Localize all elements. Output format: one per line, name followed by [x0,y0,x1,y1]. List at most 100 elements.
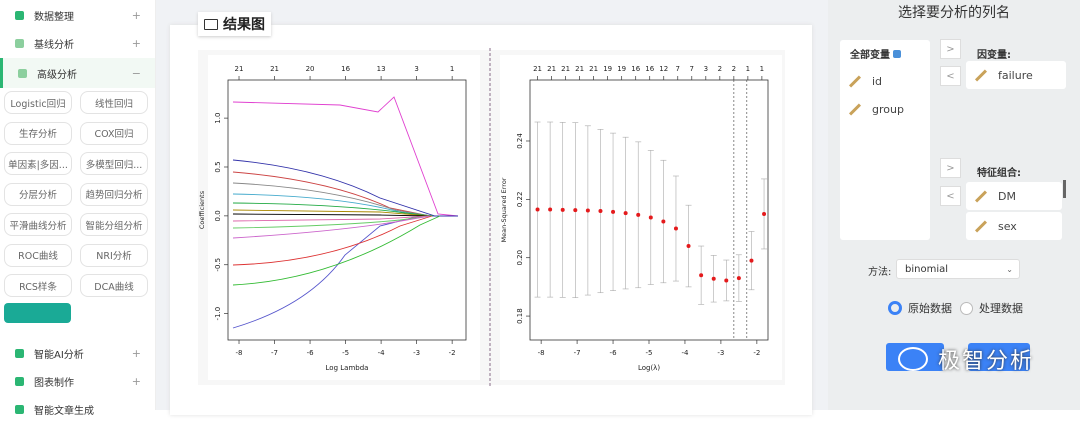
move-right[interactable]: > [940,158,961,178]
menu-item[interactable]: 基线分析 + [0,28,155,58]
analysis-button[interactable]: COX回归 [80,121,148,145]
top-tick-label: 19 [603,65,612,73]
top-tick-label: 21 [547,65,556,73]
analysis-button[interactable]: RCS样条 [4,274,72,297]
radio-option[interactable]: 处理数据 [960,300,1023,316]
var-name: failure [998,68,1033,82]
analysis-button[interactable]: 平滑曲线分析 [4,213,72,236]
cv-point [573,208,578,213]
menu-item[interactable]: 数据整理 + [0,0,155,30]
method-select[interactable]: binomial ⌄ [896,259,1020,279]
menu-label: 图表制作 [34,377,74,389]
move-left[interactable]: < [940,66,961,86]
top-tick-label: 21 [575,65,584,73]
move-right[interactable]: > [940,39,961,59]
var-name: id [872,74,883,88]
analysis-button[interactable]: 多模型回归... [80,152,148,175]
radio-checked [888,301,902,315]
pencil-icon [974,189,988,203]
analysis-button[interactable]: 线性回归 [80,91,148,114]
lasso-path [232,182,431,217]
y-axis-label: Coefficients [198,190,206,229]
menu-item[interactable]: 高级分析 − [0,58,155,88]
cv-point [535,207,540,212]
x-tick-label: -6 [307,349,315,357]
analysis-button[interactable]: NRI分析 [80,243,148,267]
var-item[interactable]: sex [966,212,1062,240]
y-tick-label: 0.0 [214,210,222,221]
menu-icon [15,10,24,20]
cv-point [598,209,603,214]
radio-label: 处理数据 [979,302,1023,315]
y-tick-label: 1.0 [214,113,222,124]
scrollbar [1063,180,1066,198]
lasso-path [232,193,433,217]
x-axis-label: Log(λ) [638,364,660,372]
cv-point [699,273,704,278]
menu-label: 高级分析 [37,69,77,81]
lasso-path [232,209,431,217]
analysis-button[interactable]: DCA曲线 [80,274,148,297]
cv-point [585,208,590,213]
analysis-button[interactable]: 智能分组分析 [80,213,148,236]
method-label: 方法: [868,267,892,278]
watermark-text: 极智分析 [938,349,1035,374]
features-header: 特征组合: [977,168,1021,179]
lasso-path [232,215,433,266]
image-icon [204,18,218,30]
var-name: group [872,102,904,116]
top-tick-label: 21 [270,65,279,73]
analysis-button[interactable]: Logistic回归 [4,91,72,114]
menu-label: 基线分析 [34,39,74,51]
top-tick-label: 20 [306,65,315,73]
x-tick-label: -7 [271,349,278,357]
top-tick-label: 12 [659,65,668,73]
menu-toggle: − [131,66,141,80]
cv-point [636,212,641,217]
var-item[interactable]: failure [966,61,1066,89]
cv-point [749,258,754,263]
radio-unchecked [960,301,973,315]
var-item[interactable]: DM [966,182,1062,210]
sidebar: 数据整理 + 基线分析 + 高级分析 − Logistic回归 线性回归 生存分析 COX回归 单因… [0,0,156,417]
top-tick-label: 16 [645,65,654,73]
top-tick-label: 21 [561,65,570,73]
cv-point [686,244,691,249]
radio-label: 原始数据 [908,302,952,315]
lasso-path [232,202,434,217]
radio-option[interactable]: 原始数据 [888,300,952,316]
move-left[interactable]: < [940,186,961,206]
menu-item[interactable]: 智能AI分析 + [0,338,155,368]
y-tick-label: 0.5 [214,161,222,172]
top-tick-label: 1 [746,65,750,73]
menu-toggle: + [131,374,141,388]
analysis-button[interactable]: 趋势回归分析 [80,182,148,206]
x-tick-label: -2 [753,349,760,357]
analysis-button[interactable]: ROC曲线 [4,243,72,267]
menu-icon [18,68,27,78]
y-tick-label: 0.20 [516,250,524,266]
y-tick-label: -0.5 [214,258,222,272]
analysis-button[interactable]: 单因素|多因... [4,152,72,175]
pencil-icon [848,74,862,88]
top-tick-label: 21 [235,65,244,73]
action-button[interactable] [968,343,1030,371]
x-tick-label: -6 [610,349,618,357]
top-tick-label: 21 [533,65,542,73]
method-value: binomial [905,263,949,275]
y-tick-label: 0.18 [516,308,524,324]
x-tick-label: -7 [574,349,581,357]
cv-point [611,209,616,214]
analysis-button[interactable]: 生存分析 [4,121,72,145]
x-tick-label: -2 [449,349,456,357]
analysis-button[interactable]: 分层分析 [4,182,72,206]
wechat-icon [898,347,928,371]
var-item[interactable]: group [840,95,930,123]
menu-icon [15,404,24,414]
var-item[interactable]: id [840,67,930,95]
y-tick-label: 0.22 [516,192,524,208]
active-button[interactable] [4,303,71,323]
menu-item[interactable]: 图表制作 + [0,366,155,396]
top-tick-label: 13 [377,65,386,73]
cv-point [673,226,678,231]
